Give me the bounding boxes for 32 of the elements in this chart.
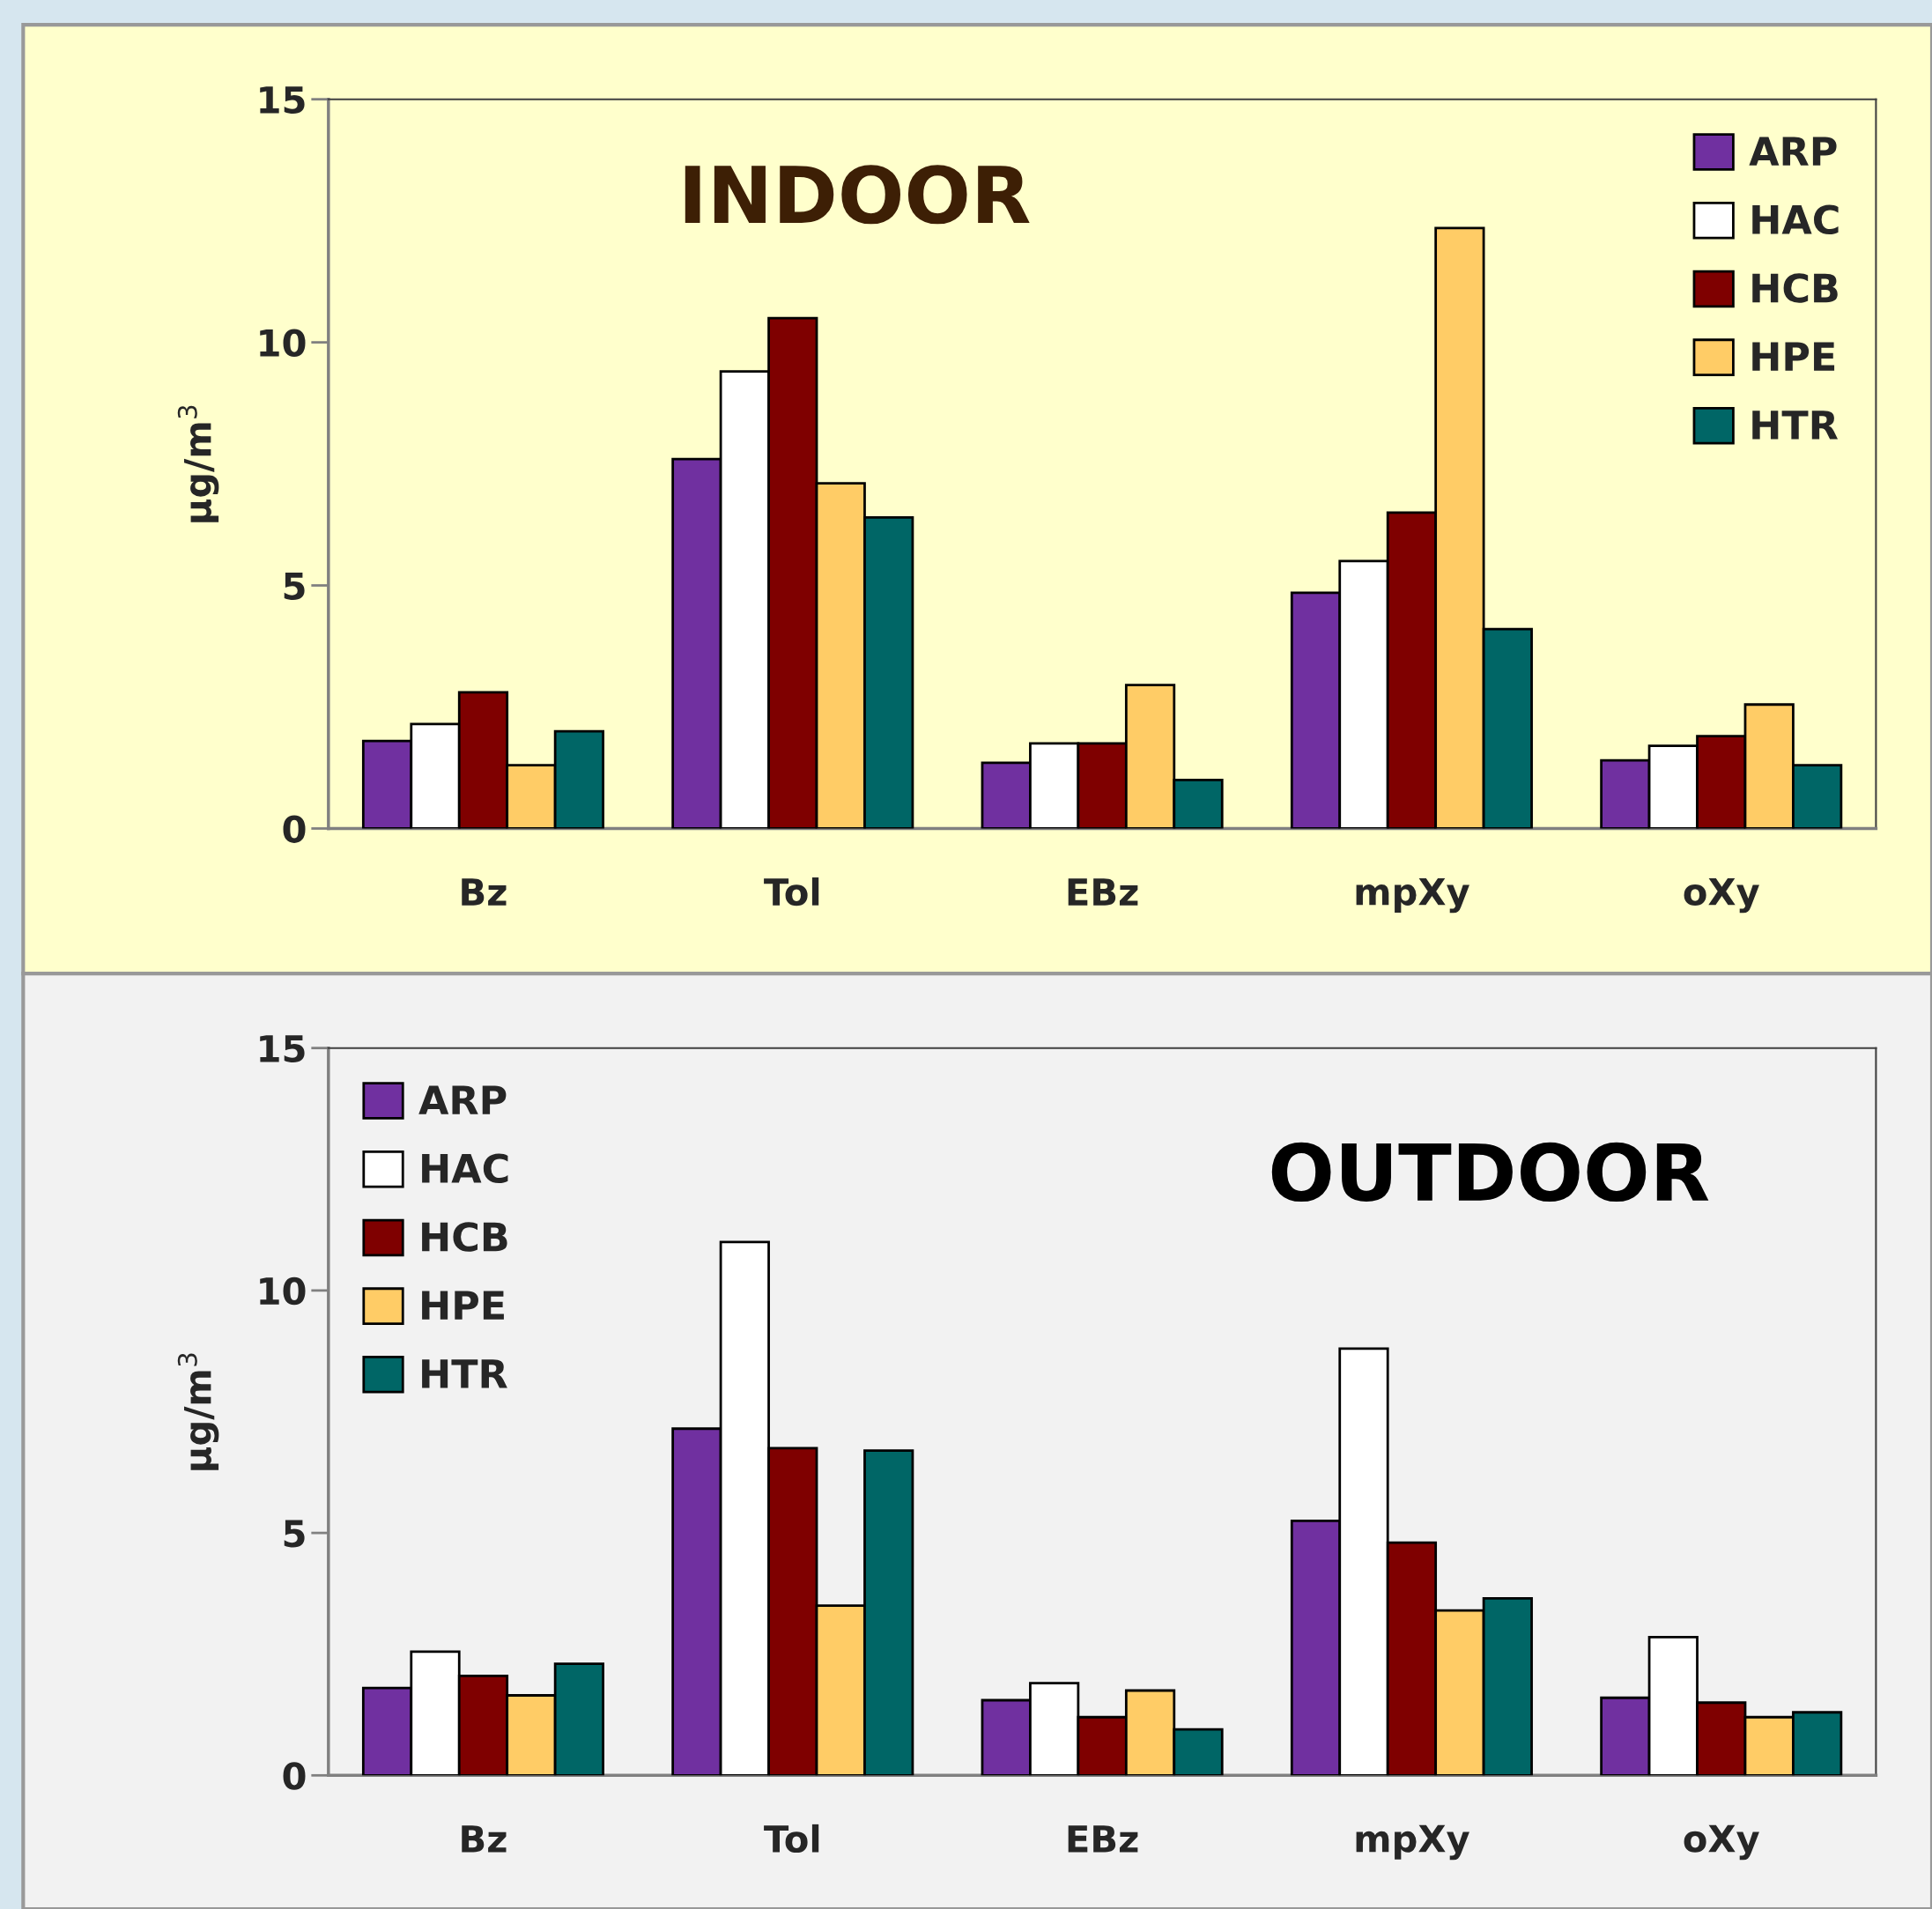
legend-label: ARP bbox=[418, 1085, 507, 1114]
legend-label: HAC bbox=[1752, 204, 1839, 235]
legend-label: HCB bbox=[1752, 273, 1838, 303]
y-tick-label: 0 bbox=[283, 815, 306, 843]
y-tick-label: 10 bbox=[260, 1276, 306, 1306]
legend-label: HAC bbox=[422, 1153, 508, 1184]
y-tick-label: 5 bbox=[284, 573, 305, 600]
x-tick-label: mpXy bbox=[1356, 1824, 1469, 1861]
legend-label: HCB bbox=[422, 1222, 507, 1252]
x-tick-label: mpXy bbox=[1356, 877, 1469, 914]
x-tick-label: oXy bbox=[1684, 877, 1759, 914]
x-tick-label: EBz bbox=[1068, 878, 1138, 906]
x-tick-label: Bz bbox=[462, 1825, 507, 1853]
legend-label: HPE bbox=[422, 1291, 504, 1320]
y-tick-label: 15 bbox=[260, 86, 305, 115]
x-tick-label: oXy bbox=[1684, 1824, 1759, 1861]
y-tick-label: 0 bbox=[283, 1762, 306, 1790]
y-tick-label: 5 bbox=[284, 1520, 305, 1548]
text: OUTDOOR bbox=[1271, 1142, 1709, 1202]
y-tick-label: 15 bbox=[260, 1035, 305, 1063]
y-axis-title: µg/m$^{3}$ bbox=[177, 1353, 219, 1470]
legend-label: HTR bbox=[422, 1359, 507, 1388]
y-axis-title: µg/m$^{3}$ bbox=[177, 405, 219, 522]
x-tick-label: EBz bbox=[1068, 1825, 1138, 1853]
x-tick-label: Tol bbox=[764, 877, 819, 906]
y-tick-label: 10 bbox=[260, 329, 306, 358]
legend-label: ARP bbox=[1749, 137, 1837, 166]
x-tick-label: Bz bbox=[462, 878, 507, 906]
text: INDOOR bbox=[685, 165, 1030, 225]
legend-label: HTR bbox=[1752, 411, 1839, 440]
x-tick-label: Tol bbox=[764, 1824, 819, 1854]
legend-label: HPE bbox=[1752, 342, 1835, 371]
